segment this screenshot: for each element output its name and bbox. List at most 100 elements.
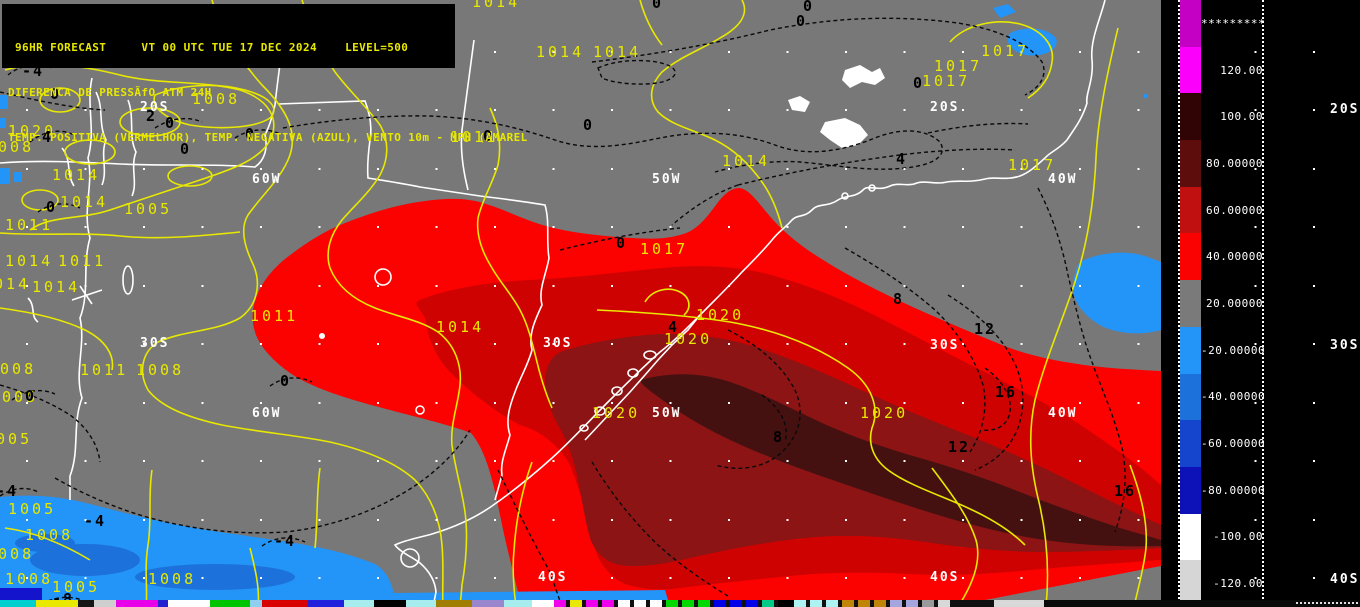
strip-segment — [262, 600, 308, 607]
legend-band-swatch — [1180, 420, 1201, 467]
strip-segment — [650, 600, 662, 607]
legend-band-label: -80.00000 — [1201, 483, 1266, 497]
contour-label: 0 — [50, 85, 62, 103]
strip-segment — [758, 600, 762, 607]
strip-segment — [554, 600, 566, 607]
contour-label: 0 — [616, 234, 628, 252]
isobar-label: 1005 — [0, 388, 39, 406]
legend-band-label: 60.00000 — [1206, 203, 1263, 217]
isobar-label: 1008 — [0, 360, 37, 378]
strip-segment — [406, 600, 436, 607]
graticule-label: 60W — [252, 172, 282, 187]
isobar-label: 1008 — [136, 361, 185, 379]
strip-segment — [308, 600, 344, 607]
strip-segment — [634, 600, 646, 607]
contour-label: 0 — [583, 116, 595, 134]
legend-band-row: -40.00000 — [1180, 373, 1300, 421]
strip-segment — [922, 600, 934, 607]
legend-band-row: 40.00000 — [1180, 233, 1300, 281]
isobar-label: 1008 — [5, 570, 54, 588]
strip-segment — [714, 600, 726, 607]
isobar-label: 1011 — [5, 216, 54, 234]
contour-label: -4 — [84, 512, 107, 530]
isobar-label: 1014 — [472, 0, 521, 11]
strip-segment — [742, 600, 746, 607]
strip-segment — [854, 600, 858, 607]
contour-label: 0 — [245, 125, 257, 143]
strip-segment — [778, 600, 794, 607]
isobar-label: 1020 — [8, 122, 57, 140]
strip-segment — [570, 600, 582, 607]
legend-band-label: -100.00 — [1213, 530, 1263, 544]
strip-segment — [168, 600, 210, 607]
contour-label: 0 — [796, 12, 808, 30]
graticule-label: 20S — [930, 100, 960, 115]
contour-label: 4 — [668, 318, 680, 336]
strip-segment — [806, 600, 810, 607]
strip-segment — [994, 600, 1044, 607]
legend-band-row: -60.00000 — [1180, 420, 1300, 467]
graticule-label: 40W — [1048, 172, 1078, 187]
graticule-dots — [26, 51, 1360, 579]
isobar-label: 1017 — [981, 42, 1030, 60]
legend-band-swatch — [1180, 186, 1201, 234]
contour-label: 0 — [913, 74, 925, 92]
strip-segment — [0, 600, 36, 607]
legend-band-swatch — [1180, 280, 1201, 327]
strip-segment — [582, 600, 586, 607]
bottom-color-strip — [0, 600, 1360, 607]
legend-band-label: 80.00000 — [1206, 156, 1263, 170]
isobar-label: 1014 — [536, 43, 585, 61]
strip-segment — [504, 600, 532, 607]
strip-segment — [906, 600, 918, 607]
legend-band-row: -20.00000 — [1180, 326, 1300, 374]
isobar-label: 1005 — [0, 430, 33, 448]
isobar-label: 1014 — [593, 43, 642, 61]
forecast-title-line2: DIFERENCA DE PRESSÃfO ATM 24H — [8, 86, 212, 99]
graticule-label: 30S — [543, 336, 573, 351]
strip-segment — [810, 600, 822, 607]
strip-segment — [710, 600, 714, 607]
legend-band-label: ********* — [1201, 16, 1266, 30]
isobar-label: 1014 — [60, 193, 109, 211]
legend-band-label: 100.00 — [1220, 110, 1263, 124]
isobar-label: 1011 — [58, 252, 107, 270]
strip-segment — [666, 600, 678, 607]
legend-band-row: 20.00000 — [1180, 280, 1300, 327]
strip-segment — [822, 600, 826, 607]
contour-label: 0 — [652, 0, 664, 12]
map-bottom-right-gray — [985, 566, 1161, 600]
legend-band-label: -40.00000 — [1201, 390, 1266, 404]
contour-label: 8 — [893, 290, 905, 308]
graticule-label: 40S — [1330, 572, 1360, 587]
contour-label: 16 — [1114, 482, 1137, 500]
legend-band-swatch — [1180, 93, 1201, 141]
strip-segment — [678, 600, 682, 607]
contour-label: 0 — [25, 387, 37, 405]
strip-segment — [826, 600, 838, 607]
strip-segment — [918, 600, 922, 607]
strip-segment — [746, 600, 758, 607]
strip-segment — [566, 600, 570, 607]
isobar-label: 1011 — [80, 361, 129, 379]
strip-segment — [374, 600, 406, 607]
contour-label: 0 — [165, 114, 177, 132]
legend-band-label: -20.00000 — [1201, 343, 1266, 357]
strip-segment — [116, 600, 158, 607]
graticule-label: 50W — [652, 406, 682, 421]
strip-segment — [158, 600, 168, 607]
legend-band-row: -120.00 — [1180, 560, 1300, 607]
legend-band-swatch — [1180, 233, 1201, 281]
legend-band-swatch — [1180, 140, 1201, 187]
isobar-label: 1020 — [592, 404, 641, 422]
contour-label: 8 — [773, 428, 785, 446]
strip-segment — [344, 600, 374, 607]
contour-label: 16 — [995, 383, 1018, 401]
legend-band-row: 60.00000 — [1180, 186, 1300, 234]
legend-band-label: -60.00000 — [1201, 437, 1266, 451]
contour-label: 4 — [896, 150, 908, 168]
strip-segment — [950, 600, 954, 607]
legend-band-swatch — [1180, 466, 1201, 514]
isobar-label: 1008 — [0, 545, 35, 563]
